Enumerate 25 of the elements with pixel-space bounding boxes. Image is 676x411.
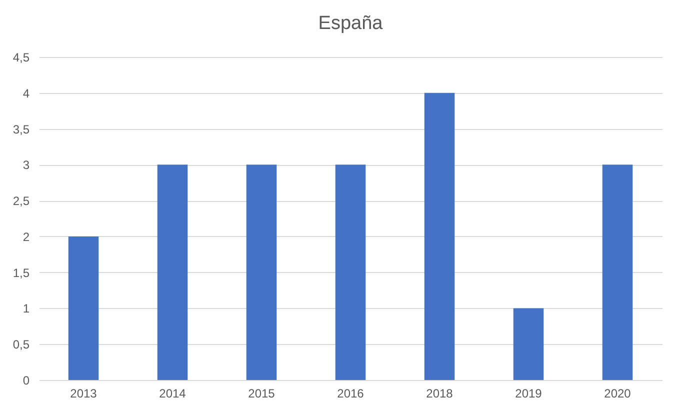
- bar: [68, 236, 99, 380]
- y-tick-label: 4: [22, 86, 30, 100]
- y-tick-label: 1,5: [12, 266, 30, 280]
- bar: [157, 164, 188, 380]
- chart-title: España: [318, 13, 384, 34]
- x-tick-label: 2013: [70, 386, 98, 400]
- y-tick-label: 2,5: [12, 194, 30, 208]
- y-tick-label: 2: [22, 230, 30, 244]
- y-tick-label: 3: [22, 158, 30, 172]
- x-tick-label: 2018: [426, 386, 454, 400]
- x-tick-label: 2020: [604, 386, 632, 400]
- x-tick-label: 2019: [515, 386, 542, 400]
- y-tick-label: 1: [22, 302, 30, 316]
- x-tick-label: 2015: [248, 386, 276, 400]
- y-tick-label: 3,5: [12, 122, 30, 136]
- bar: [513, 308, 544, 380]
- bar: [602, 164, 633, 380]
- y-tick-label: 0: [22, 374, 30, 388]
- bar: [335, 164, 366, 380]
- bar: [246, 164, 277, 380]
- bar: [424, 92, 455, 380]
- y-tick-label: 0,5: [12, 338, 30, 352]
- y-tick-label: 4,5: [12, 50, 30, 64]
- x-tick-label: 2014: [159, 386, 186, 400]
- x-tick-label: 2016: [337, 386, 364, 400]
